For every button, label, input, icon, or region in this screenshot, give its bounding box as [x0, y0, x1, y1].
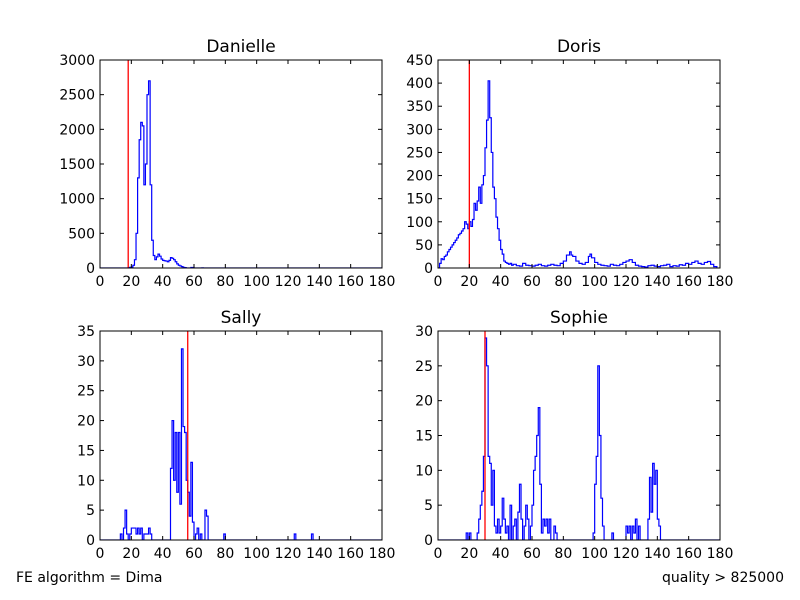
y-tick-label: 30 — [415, 324, 433, 340]
x-tick-label: 180 — [369, 546, 396, 562]
x-tick-label: 60 — [185, 274, 203, 290]
plot-frame — [99, 59, 383, 269]
y-tick-label: 1000 — [59, 192, 95, 208]
y-tick-label: 5 — [86, 503, 95, 519]
x-tick-label: 60 — [523, 546, 541, 562]
x-tick-label: 100 — [581, 546, 608, 562]
subplot-title: Sophie — [550, 308, 608, 328]
subplot-title: Doris — [557, 37, 601, 57]
y-tick-label: 250 — [406, 145, 433, 161]
y-tick-label: 100 — [406, 215, 433, 231]
y-tick-label: 20 — [415, 394, 433, 410]
x-tick-label: 100 — [243, 274, 270, 290]
x-tick-label: 20 — [460, 274, 478, 290]
x-tick-label: 40 — [492, 546, 510, 562]
x-tick-label: 100 — [243, 546, 270, 562]
y-tick-label: 15 — [77, 443, 95, 459]
x-tick-label: 80 — [554, 546, 572, 562]
quality-caption: quality > 825000 — [662, 570, 784, 586]
x-tick-label: 120 — [275, 546, 302, 562]
x-tick-label: 140 — [306, 274, 333, 290]
y-tick-label: 5 — [424, 498, 433, 514]
algorithm-caption: FE algorithm = Dima — [16, 570, 163, 586]
x-tick-label: 160 — [675, 546, 702, 562]
y-tick-label: 500 — [68, 226, 95, 242]
x-tick-label: 140 — [644, 546, 671, 562]
x-tick-label: 120 — [613, 274, 640, 290]
y-tick-label: 0 — [424, 261, 433, 277]
x-tick-label: 20 — [122, 546, 140, 562]
y-tick-label: 35 — [77, 324, 95, 340]
x-tick-label: 140 — [644, 274, 671, 290]
x-tick-label: 120 — [613, 546, 640, 562]
y-tick-label: 1500 — [59, 157, 95, 173]
x-tick-label: 180 — [707, 274, 734, 290]
subplot-sally: Sally 0 20 40 60 80 100 120 140 160 180 0 5 10 15 20 25 3… — [77, 308, 395, 562]
histogram-series — [438, 337, 720, 540]
x-tick-label: 160 — [675, 274, 702, 290]
y-tick-label: 10 — [77, 473, 95, 489]
y-tick-label: 0 — [86, 533, 95, 549]
x-tick-label: 60 — [185, 546, 203, 562]
x-tick-label: 0 — [96, 546, 105, 562]
x-tick-label: 0 — [96, 274, 105, 290]
x-tick-label: 60 — [523, 274, 541, 290]
subplot-danielle: Danielle 0 20 40 60 80 100 120 140 160 180 0 500 1000… — [59, 37, 395, 290]
x-tick-label: 0 — [434, 274, 443, 290]
y-tick-label: 200 — [406, 169, 433, 185]
y-tick-label: 50 — [415, 238, 433, 254]
y-tick-label: 15 — [415, 429, 433, 445]
histogram-series — [100, 348, 382, 540]
y-tick-label: 25 — [415, 359, 433, 375]
x-tick-label: 160 — [337, 274, 364, 290]
y-tick-label: 20 — [77, 414, 95, 430]
x-tick-label: 80 — [216, 274, 234, 290]
x-tick-label: 20 — [122, 274, 140, 290]
plot-frame — [99, 330, 383, 541]
x-tick-label: 140 — [306, 546, 333, 562]
subplot-title: Danielle — [206, 37, 275, 57]
x-tick-label: 40 — [154, 274, 172, 290]
y-tick-label: 25 — [77, 384, 95, 400]
y-tick-label: 300 — [406, 122, 433, 138]
plot-frame — [437, 330, 721, 541]
x-tick-label: 160 — [337, 546, 364, 562]
plot-frame — [437, 59, 721, 269]
histogram-series — [100, 80, 382, 268]
y-tick-label: 2500 — [59, 88, 95, 104]
y-tick-label: 400 — [406, 76, 433, 92]
x-tick-label: 40 — [154, 546, 172, 562]
y-tick-label: 2000 — [59, 122, 95, 138]
y-tick-label: 150 — [406, 192, 433, 208]
subplot-title: Sally — [221, 308, 262, 328]
x-tick-label: 80 — [554, 274, 572, 290]
x-tick-label: 120 — [275, 274, 302, 290]
y-tick-label: 350 — [406, 99, 433, 115]
y-tick-label: 30 — [77, 354, 95, 370]
x-tick-label: 180 — [707, 546, 734, 562]
y-tick-label: 0 — [424, 533, 433, 549]
y-tick-label: 450 — [406, 53, 433, 69]
histogram-series — [438, 80, 718, 268]
subplot-sophie: Sophie 0 20 40 60 80 100 120 140 160 180 0 5 10 15 20 25… — [415, 308, 733, 562]
x-tick-label: 80 — [216, 546, 234, 562]
x-tick-label: 0 — [434, 546, 443, 562]
x-tick-label: 40 — [492, 274, 510, 290]
y-tick-label: 3000 — [59, 53, 95, 69]
x-tick-label: 20 — [460, 546, 478, 562]
y-tick-label: 0 — [86, 261, 95, 277]
y-tick-label: 10 — [415, 463, 433, 479]
subplot-doris: Doris 0 20 40 60 80 100 120 140 160 180 0 50 100 150 20… — [406, 37, 733, 290]
x-tick-label: 100 — [581, 274, 608, 290]
x-tick-label: 180 — [369, 274, 396, 290]
